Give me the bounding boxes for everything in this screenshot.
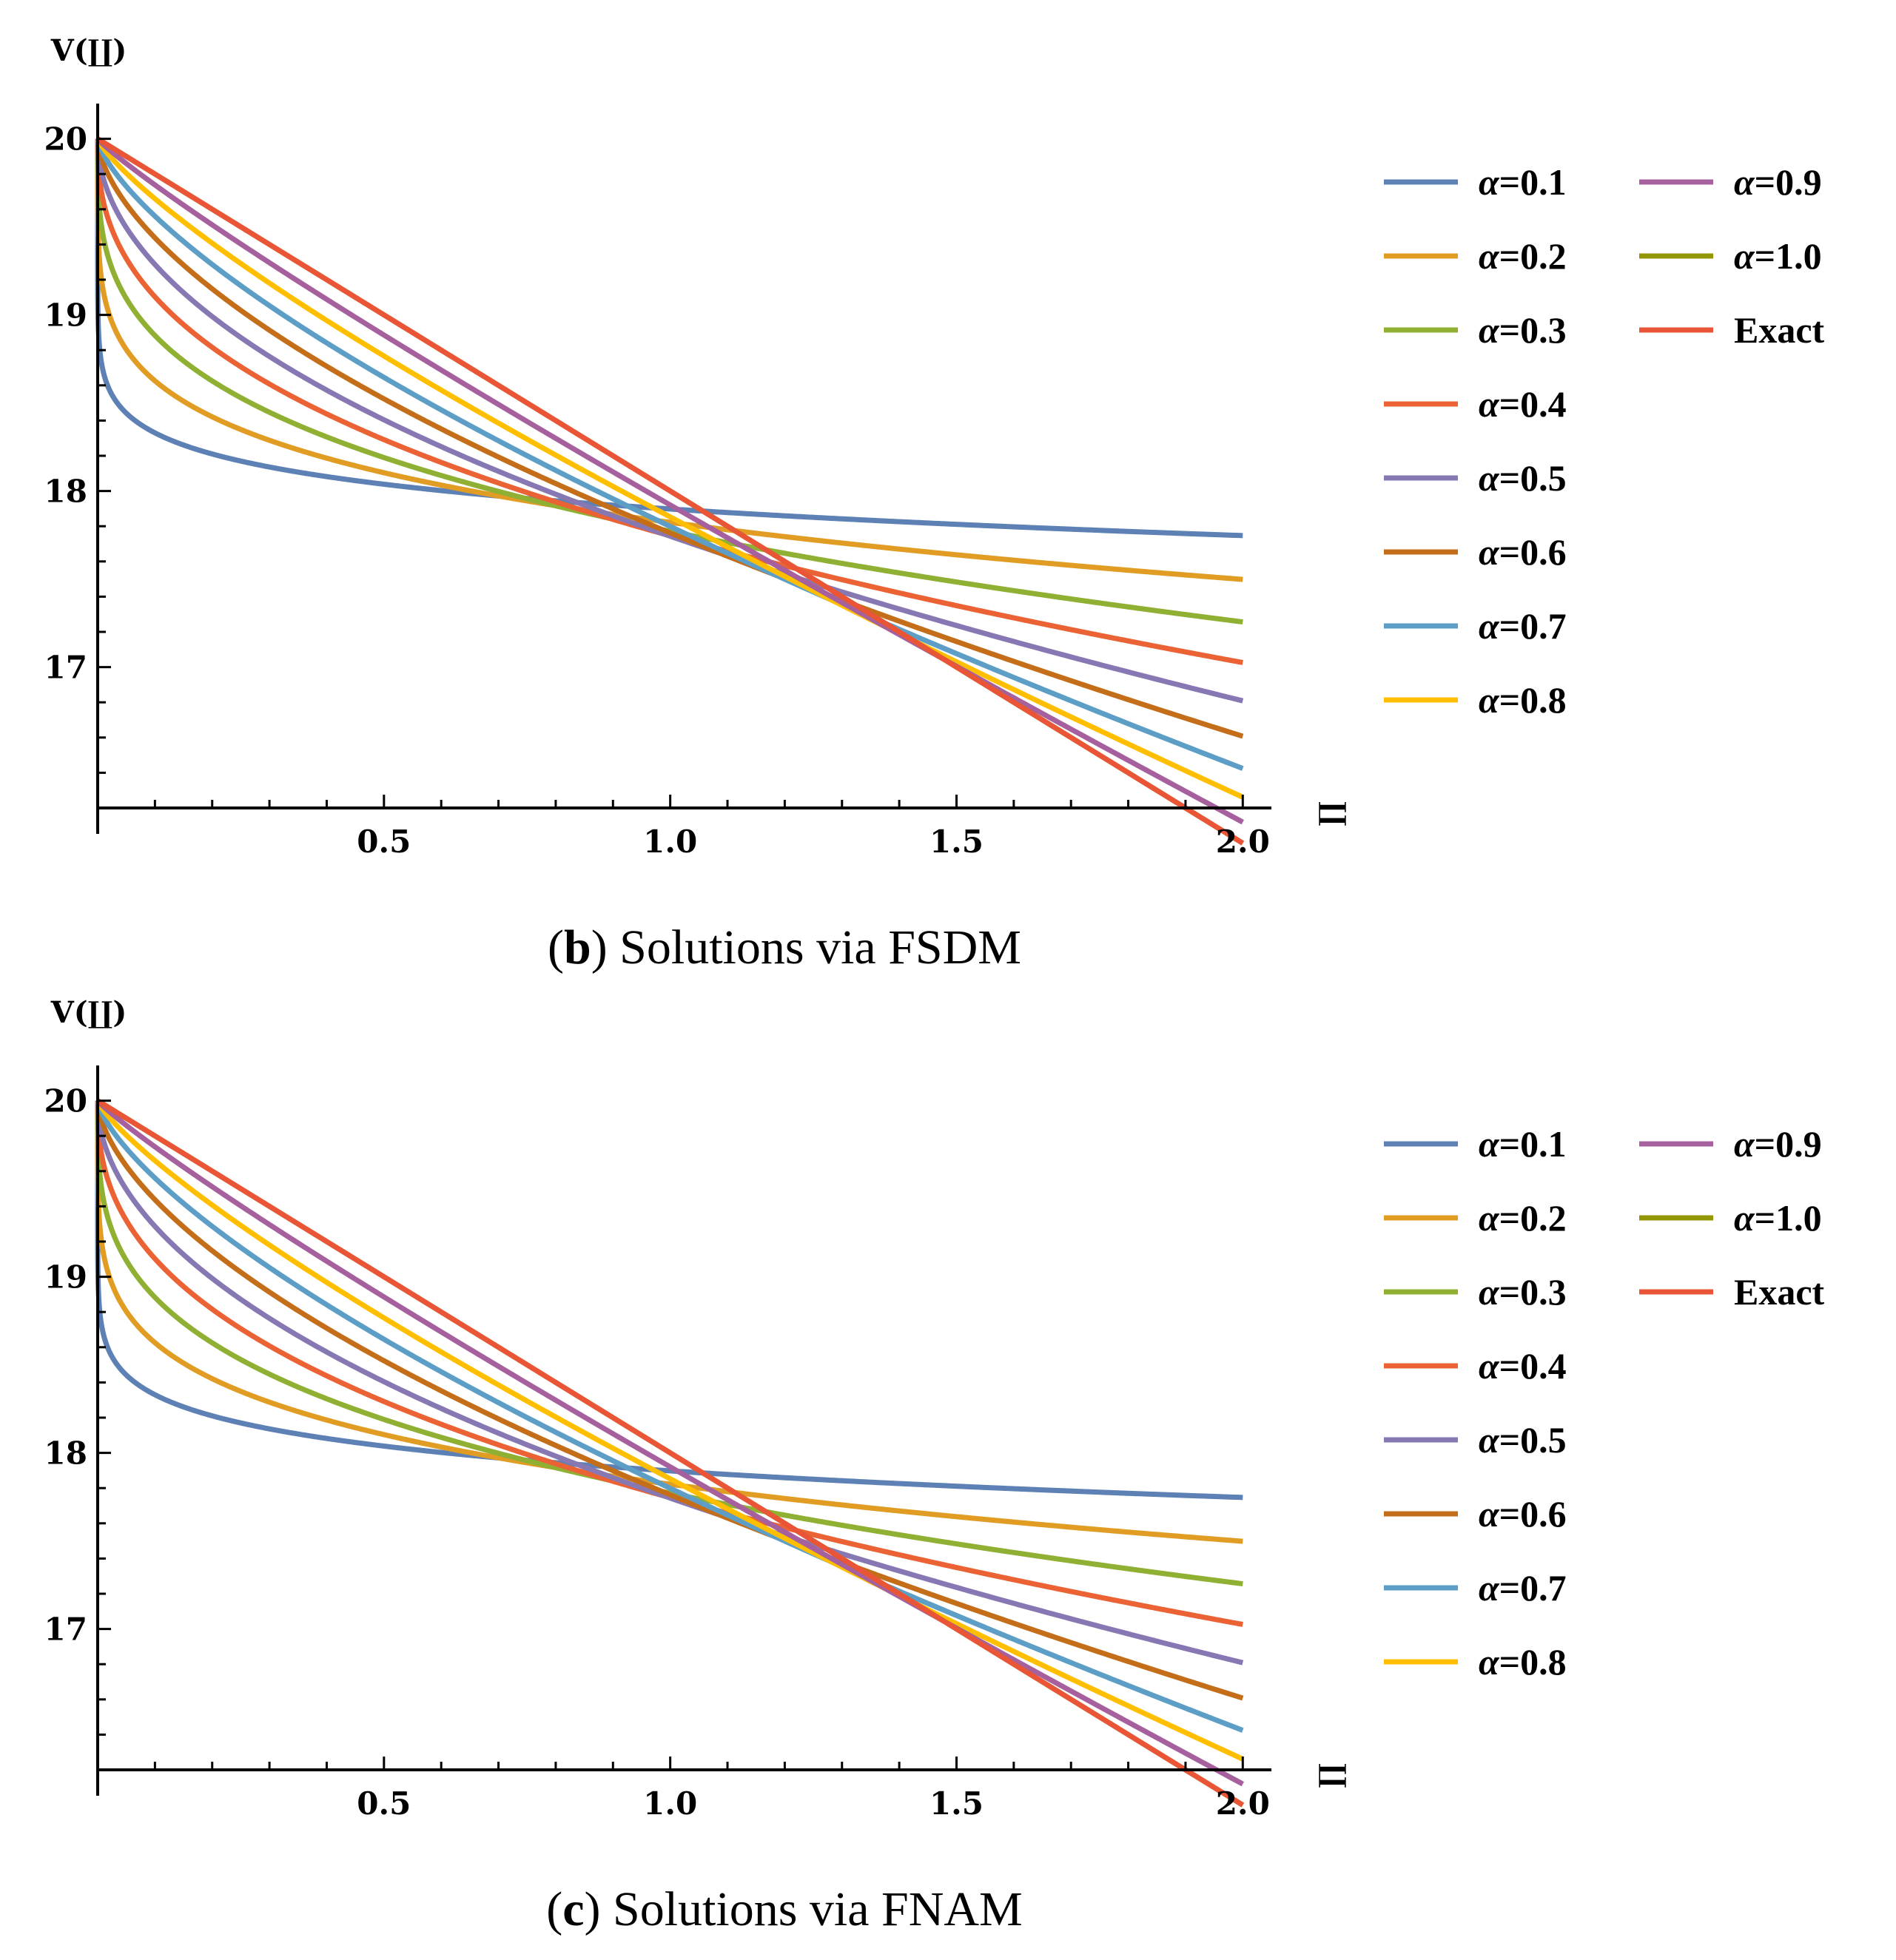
y-tick-label: 17 — [44, 650, 87, 686]
legend-label: α=0.9 — [1734, 1123, 1822, 1165]
series-line-alpha-0-2 — [95, 138, 1243, 582]
legend-label: Exact — [1734, 309, 1825, 351]
legend-label: Exact — [1734, 1271, 1825, 1313]
legend-item: α=0.9 — [1639, 1123, 1822, 1165]
legend-label: α=0.5 — [1479, 457, 1567, 499]
legend-label: α=0.3 — [1479, 1271, 1567, 1313]
y-tick-label: 17 — [44, 1612, 87, 1648]
legend-label: α=0.7 — [1479, 605, 1567, 647]
y-tick-label: 19 — [44, 297, 87, 334]
legend-item: α=0.1 — [1384, 161, 1567, 203]
series-group — [95, 136, 1245, 846]
x-tick-label: 0.5 — [357, 1785, 411, 1822]
y-tick-label: 18 — [44, 474, 87, 510]
y-tick-label: 18 — [44, 1435, 87, 1472]
legend-item: α=0.6 — [1384, 531, 1567, 573]
legend-item: α=1.0 — [1639, 1197, 1822, 1239]
legend-label: α=0.8 — [1479, 1641, 1567, 1683]
legend-label: α=0.1 — [1479, 1123, 1567, 1165]
y-axis-label: V(∐) — [50, 33, 127, 68]
legend: α=0.1 α=0.2 α=0.3 α=0.4 α=0.5 α=0.6 α=0.7 α=0.8… — [1384, 1123, 1825, 1683]
legend-item: Exact — [1639, 309, 1825, 351]
series-line-exact — [96, 136, 1245, 846]
figure-caption: (c) Solutions via FNAM — [546, 1882, 1023, 1936]
legend-item: α=0.6 — [1384, 1493, 1567, 1535]
legend-label: α=0.6 — [1479, 1493, 1567, 1535]
legend-label: α=0.1 — [1479, 161, 1567, 203]
legend-item: Exact — [1639, 1271, 1825, 1313]
legend-label: α=0.2 — [1479, 1197, 1567, 1239]
series-line-alpha-0-7 — [95, 1098, 1244, 1733]
x-tick-label: 1.5 — [929, 1785, 984, 1822]
series-line-exact — [96, 1098, 1245, 1808]
legend-label: α=0.5 — [1479, 1419, 1567, 1461]
legend-item: α=0.3 — [1384, 309, 1567, 351]
legend-label: α=0.8 — [1479, 679, 1567, 721]
y-tick-label: 20 — [44, 121, 87, 158]
y-tick-label: 20 — [44, 1083, 87, 1119]
legend-item: α=1.0 — [1639, 235, 1822, 277]
legend-item: α=0.4 — [1384, 383, 1567, 425]
legend-label: α=0.4 — [1479, 383, 1567, 425]
y-axis-label: V(∐) — [50, 995, 127, 1030]
series-line-alpha-0-4 — [95, 1100, 1243, 1627]
legend-label: α=1.0 — [1734, 1197, 1822, 1239]
legend-label: α=0.9 — [1734, 161, 1822, 203]
x-axis-label: ∐ — [1317, 1763, 1352, 1788]
legend-item: α=0.7 — [1384, 1567, 1567, 1609]
series-line-alpha-0-1 — [95, 1100, 1243, 1501]
legend-label: α=0.7 — [1479, 1567, 1567, 1609]
legend-item: α=0.3 — [1384, 1271, 1567, 1313]
series-line-alpha-0-1 — [95, 138, 1243, 539]
x-tick-label: 2.0 — [1216, 1785, 1270, 1822]
x-axis-label: ∐ — [1317, 801, 1352, 826]
legend-label: α=0.6 — [1479, 531, 1567, 573]
series-line-alpha-0-3 — [95, 1100, 1243, 1587]
series-line-alpha-0-2 — [95, 1100, 1243, 1544]
chart-panel-c: 0.5 1.0 1.5 2.0 17 18 19 20 V(∐) ∐ α=0.1 α=0.2 α=0.3… — [44, 995, 1825, 1936]
figure-caption: (b) Solutions via FSDM — [548, 920, 1021, 974]
legend-item: α=0.8 — [1384, 679, 1567, 721]
legend-item: α=0.1 — [1384, 1123, 1567, 1165]
chart-panel-b: 0.5 1.0 1.5 2.0 17 18 19 20 V(∐) ∐ α=0.1 α=0.2 α=0.3… — [44, 33, 1825, 974]
series-group — [95, 1098, 1245, 1808]
series-line-alpha-0-6 — [95, 1098, 1244, 1701]
series-line-alpha-0-4 — [95, 138, 1243, 665]
x-tick-label: 1.0 — [643, 824, 697, 860]
legend-item: α=0.2 — [1384, 235, 1567, 277]
legend-item: α=0.5 — [1384, 457, 1567, 499]
series-line-alpha-0-6 — [95, 136, 1244, 739]
x-tick-label: 2.0 — [1216, 824, 1270, 860]
legend-item: α=0.5 — [1384, 1419, 1567, 1461]
legend-item: α=0.9 — [1639, 161, 1822, 203]
series-line-alpha-0-5 — [95, 137, 1244, 704]
legend-item: α=0.7 — [1384, 605, 1567, 647]
legend-label: α=1.0 — [1734, 235, 1822, 277]
series-line-alpha-0-7 — [95, 136, 1244, 771]
legend-item: α=0.4 — [1384, 1345, 1567, 1387]
legend-item: α=0.8 — [1384, 1641, 1567, 1683]
legend-label: α=0.2 — [1479, 235, 1567, 277]
legend-label: α=0.3 — [1479, 309, 1567, 351]
x-tick-label: 1.0 — [643, 1785, 697, 1822]
legend: α=0.1 α=0.2 α=0.3 α=0.4 α=0.5 α=0.6 α=0.7 α=0.8… — [1384, 161, 1825, 721]
x-tick-label: 1.5 — [929, 824, 984, 860]
x-tick-label: 0.5 — [357, 824, 411, 860]
y-tick-label: 19 — [44, 1259, 87, 1296]
legend-label: α=0.4 — [1479, 1345, 1567, 1387]
series-line-alpha-0-5 — [95, 1099, 1244, 1666]
legend-item: α=0.2 — [1384, 1197, 1567, 1239]
series-line-alpha-0-3 — [95, 138, 1243, 625]
